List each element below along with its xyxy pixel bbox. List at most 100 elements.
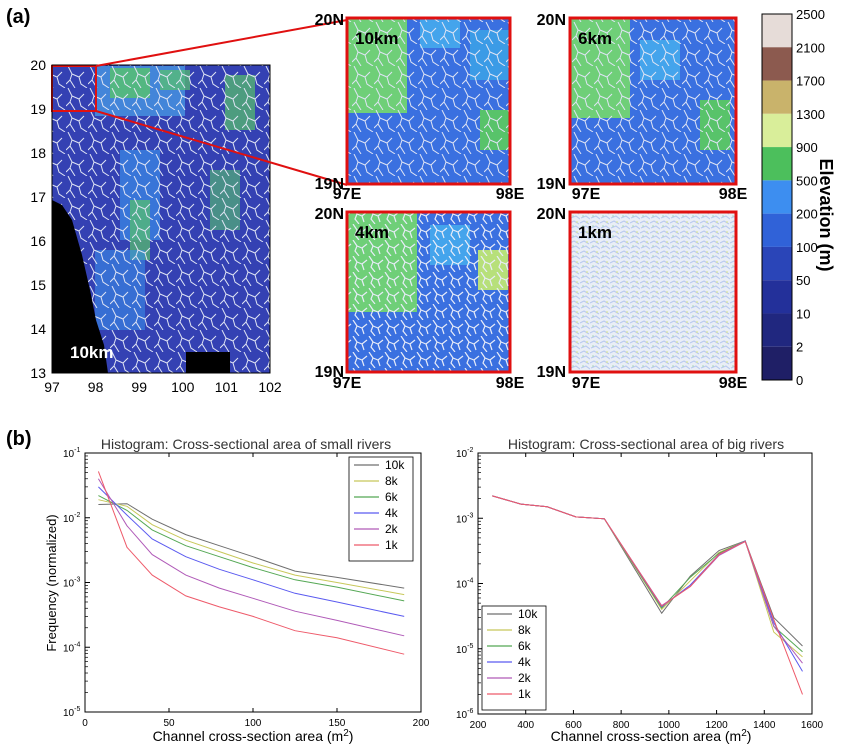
- inset-6km: 6km: [568, 16, 738, 186]
- map-y-tick: 16: [30, 233, 46, 249]
- x-tick-label: 600: [565, 720, 582, 731]
- colorbar-segment: [762, 14, 792, 48]
- inset-4km: 4km: [345, 210, 512, 374]
- inset-10km: 10km: [345, 16, 512, 186]
- plot-area: [84, 452, 422, 713]
- inset-top-label: 20N: [537, 206, 566, 223]
- inset-top-label: 20N: [315, 206, 344, 223]
- inset-top-label: 20N: [315, 12, 344, 29]
- series-line-6k: [98, 495, 405, 602]
- colorbar-segment: [762, 213, 792, 247]
- zoom-line-bottom: [95, 110, 348, 186]
- map-y-tick: 18: [30, 145, 46, 161]
- series-line-8k: [492, 495, 803, 658]
- map-x-tick: 102: [258, 379, 282, 395]
- series-line-6k: [492, 495, 803, 653]
- map-y-tick: 17: [30, 189, 46, 205]
- legend-label: 1k: [385, 538, 399, 552]
- colorbar-tick-label: 500: [796, 173, 818, 188]
- legend-box: [481, 605, 547, 711]
- colorbar-tick-label: 100: [796, 240, 818, 255]
- legend-label: 1k: [518, 687, 532, 701]
- x-tick-label: 1400: [753, 720, 776, 731]
- y-tick-label: 10-2: [456, 447, 473, 460]
- x-tick-label: 100: [245, 718, 262, 729]
- inset-label: 1km: [578, 223, 612, 242]
- colorbar-tick-label: 1700: [796, 74, 825, 89]
- colorbar-frame: [761, 13, 793, 381]
- main-map-label: 10km: [70, 343, 113, 362]
- legend-box: [348, 456, 414, 562]
- inset-bottom-label: 19N: [315, 176, 344, 193]
- y-tick-label: 10-4: [456, 578, 473, 591]
- colorbar-tick-label: 2500: [796, 7, 825, 22]
- elevation-colorbar: 2500 2100 1700 1300 900 500 200 100 50 10 2 0: [761, 7, 825, 388]
- x-tick-label: 400: [517, 720, 534, 731]
- inset-bottom-label: 19N: [537, 364, 566, 381]
- colorbar-tick-label: 2: [796, 340, 803, 355]
- colorbar-title: Elevation (m): [816, 158, 836, 271]
- map-x-tick: 99: [131, 379, 147, 395]
- map-x-tick: 97: [44, 379, 60, 395]
- y-tick-label: 10-5: [456, 643, 473, 656]
- map-x-tick: 100: [171, 379, 195, 395]
- x-tick-label: 1600: [801, 720, 824, 731]
- colorbar-segment: [762, 147, 792, 181]
- legend-label: 10k: [518, 607, 538, 621]
- legend-label: 2k: [385, 522, 399, 536]
- inset-top-label: 20N: [537, 12, 566, 29]
- series-line-2k: [97, 478, 405, 637]
- map-y-tick: 15: [30, 277, 46, 293]
- map-y-tick: 13: [30, 365, 46, 381]
- panel-label-b: (b): [6, 428, 32, 450]
- chart-big-rivers: Histogram: Cross-sectional area of big r…: [456, 436, 824, 744]
- colorbar-tick-label: 50: [796, 273, 810, 288]
- series-line-1k: [97, 471, 405, 655]
- plot-area: [477, 452, 813, 715]
- inset-bottom-label: 19N: [537, 176, 566, 193]
- inset-right-label: 98E: [719, 186, 748, 203]
- colorbar-segment: [762, 180, 792, 214]
- series-line-10k: [98, 503, 405, 589]
- inset-left-label: 97E: [333, 375, 362, 392]
- inset-label: 6km: [578, 29, 612, 48]
- chart-title: Histogram: Cross-sectional area of small…: [101, 436, 391, 452]
- colorbar-segment: [762, 80, 792, 114]
- colorbar-segment: [762, 313, 792, 347]
- inset-1km: 1km: [568, 210, 738, 374]
- colorbar-tick-label: 2100: [796, 40, 825, 55]
- legend-label: 8k: [518, 623, 532, 637]
- series-line-2k: [492, 495, 803, 664]
- main-map: 10km: [51, 64, 271, 374]
- x-axis-label: Channel cross-section area (m2): [153, 728, 354, 745]
- legend-label: 6k: [518, 639, 532, 653]
- colorbar-segment: [762, 246, 792, 281]
- zoom-line-top: [95, 19, 348, 67]
- series-line-8k: [98, 499, 405, 596]
- inset-left-label: 97E: [572, 375, 601, 392]
- colorbar-tick-label: 900: [796, 140, 818, 155]
- series-line-10k: [492, 495, 803, 647]
- colorbar-tick-label: 10: [796, 306, 810, 321]
- x-tick-label: 1000: [658, 720, 681, 731]
- legend-label: 10k: [385, 458, 405, 472]
- x-axis-label: Channel cross-section area (m2): [551, 728, 752, 745]
- y-tick-label: 10-3: [63, 577, 80, 590]
- inset-left-label: 97E: [572, 186, 601, 203]
- legend-label: 4k: [518, 655, 532, 669]
- legend-label: 2k: [518, 671, 532, 685]
- y-tick-label: 10-6: [456, 708, 473, 721]
- map-x-tick: 101: [215, 379, 239, 395]
- map-y-tick: 14: [30, 321, 46, 337]
- elevation-map-figure: 10km 97 98 99 100 101 102 20 19 18 17 16…: [30, 7, 836, 395]
- x-tick-label: 800: [613, 720, 630, 731]
- colorbar-tick-label: 0: [796, 373, 803, 388]
- inset-label: 4km: [355, 223, 389, 242]
- series-line-1k: [492, 495, 803, 695]
- inset-left-label: 97E: [333, 186, 362, 203]
- x-tick-label: 200: [470, 720, 487, 731]
- y-tick-label: 10-3: [456, 512, 473, 525]
- inset-right-label: 98E: [496, 186, 525, 203]
- series-line-4k: [492, 495, 803, 672]
- y-tick-label: 10-4: [63, 641, 80, 654]
